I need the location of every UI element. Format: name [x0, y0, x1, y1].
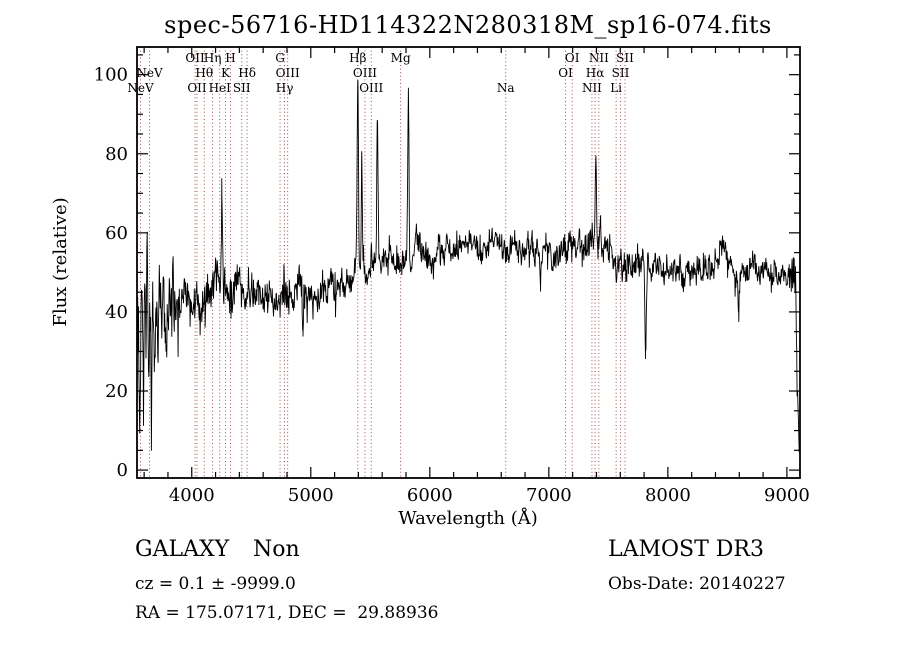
classification-text: GALAXY: [135, 537, 230, 562]
spectral-line-label: Hη: [204, 51, 222, 65]
axis-ticks: [137, 47, 800, 478]
spectral-line-label: OIII: [353, 66, 377, 80]
x-tick-label: 6000: [407, 485, 453, 506]
spectral-line-label: OI: [565, 51, 580, 65]
survey-text: LAMOST DR3: [608, 537, 764, 562]
spectral-line-label: SII: [612, 66, 630, 80]
spectral-line-label: Mg: [391, 51, 411, 65]
plot-title: spec-56716-HD114322N280318M_sp16-074.fit…: [164, 11, 772, 39]
spectrum-trace: [136, 79, 801, 453]
spectral-line-label: Hδ: [238, 66, 256, 80]
spectral-line-label: NII: [589, 51, 609, 65]
plot-frame: [136, 46, 801, 479]
axis-tick-labels: 4000 5000 6000 7000 8000 9000 0 20 40 60 80 100: [94, 65, 810, 506]
y-tick-label: 60: [105, 223, 128, 244]
x-axis-label: Wavelength (Å): [398, 507, 538, 529]
spectral-line-label: OII: [185, 51, 205, 65]
y-tick-label: 20: [105, 381, 128, 402]
subclass-text: Non: [253, 537, 300, 562]
spectral-line-label: NII: [582, 81, 602, 95]
spectral-line-label: Hθ: [195, 66, 213, 80]
y-tick-label: 40: [105, 302, 128, 323]
x-tick-label: 8000: [645, 485, 691, 506]
x-tick-label: 5000: [288, 485, 334, 506]
ra-dec-text: RA = 175.07171, DEC = 29.88936: [135, 603, 439, 623]
spectral-line-markers: [140, 47, 626, 478]
spectral-line-label: HeI: [209, 81, 232, 95]
spectral-line-label: NeV: [127, 81, 154, 95]
x-tick-label: 7000: [526, 485, 572, 506]
y-tick-label: 100: [94, 65, 128, 86]
spectral-line-label: OII: [187, 81, 207, 95]
spectral-line-label: Hβ: [349, 51, 366, 65]
spectral-line-label: OIII: [359, 81, 383, 95]
spectral-line-label: Hγ: [276, 81, 294, 95]
spectral-line-label: OIII: [276, 66, 300, 80]
spectral-line-label: Li: [610, 81, 622, 95]
y-tick-label: 80: [105, 144, 128, 165]
spectral-line-label: Hα: [586, 66, 605, 80]
x-tick-label: 9000: [764, 485, 810, 506]
cz-text: cz = 0.1 ± -9999.0: [135, 574, 296, 594]
spectral-line-label: NeV: [136, 66, 163, 80]
spectral-line-label: H: [225, 51, 235, 65]
spectral-line-label: SII: [233, 81, 251, 95]
spectral-line-label: Na: [497, 81, 515, 95]
obs-date-text: Obs-Date: 20140227: [608, 574, 786, 594]
y-tick-label: 0: [117, 460, 128, 481]
x-tick-label: 4000: [169, 485, 215, 506]
spectral-line-labels: NeVNeVOIIOIIHθHηHeIKHSIIHδGHγOIIIHβOIIIO…: [127, 51, 634, 95]
spectral-line-label: G: [275, 51, 285, 65]
y-axis-label: Flux (relative): [50, 197, 71, 326]
spectral-line-label: OI: [558, 66, 573, 80]
spectral-line-label: K: [221, 66, 231, 80]
spectral-line-label: SII: [616, 51, 634, 65]
